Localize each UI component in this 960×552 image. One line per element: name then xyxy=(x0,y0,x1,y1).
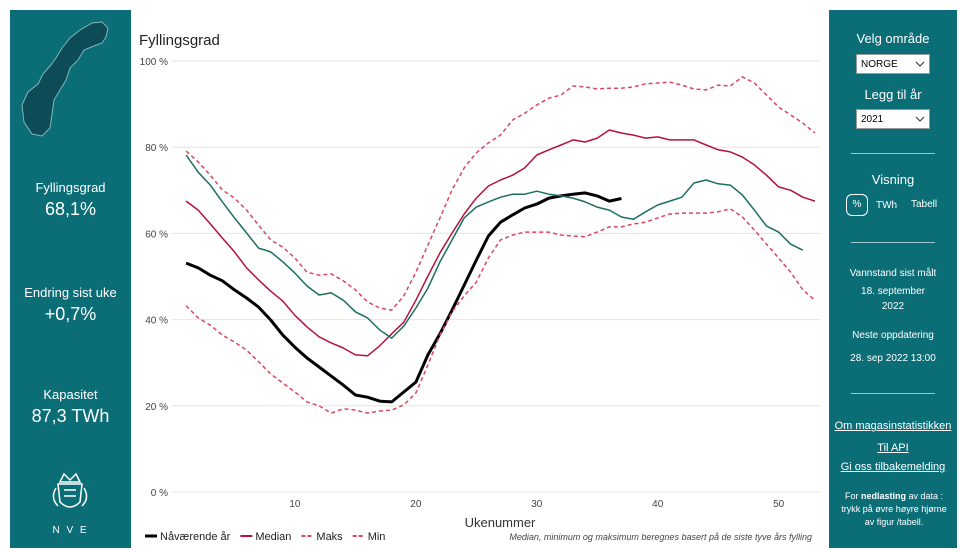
series-line xyxy=(185,208,816,414)
measured-value: 18. september 2022 xyxy=(861,286,925,312)
legend-label: Median xyxy=(255,531,291,543)
left-panel: Fyllingsgrad 68,1% Endring sist uke +0,7… xyxy=(10,10,131,548)
series-line xyxy=(185,154,804,339)
note-bold: nedlasting xyxy=(860,491,906,501)
logo-text: N V E xyxy=(52,525,89,536)
year-value: 2021 xyxy=(861,114,884,125)
link[interactable]: Om magasinstatistikken xyxy=(834,420,952,432)
stat: Endring sist uke +0,7% xyxy=(10,285,131,325)
norway-map xyxy=(21,21,109,137)
crest xyxy=(52,472,88,508)
x-tick-label: 30 xyxy=(531,499,543,510)
next-label: Neste oppdatering xyxy=(852,330,934,341)
download-note: For nedlasting av data : trykk på øvre h… xyxy=(841,490,947,529)
y-tick-label: 40 % xyxy=(145,316,168,327)
view-button[interactable]: TWh xyxy=(876,200,898,211)
x-tick-label: 50 xyxy=(773,499,785,510)
x-tick-label: 40 xyxy=(652,499,664,510)
legend-item: Maks xyxy=(301,531,343,543)
legend-label: Nåværende år xyxy=(160,531,231,543)
stat-value: +0,7% xyxy=(44,304,97,324)
separator xyxy=(851,393,935,394)
stat-value: 68,1% xyxy=(44,199,97,219)
legend-item: Nåværende år xyxy=(145,531,231,543)
chart-title: Fyllingsgrad xyxy=(139,32,220,49)
stat: Kapasitet 87,3 TWh xyxy=(10,387,131,427)
measured-label: Vannstand sist målt xyxy=(849,268,937,279)
legend-item: Min xyxy=(352,531,386,543)
view-button[interactable]: % xyxy=(846,194,868,216)
x-tick-label: 20 xyxy=(410,499,422,510)
chevron xyxy=(915,116,925,122)
view-label: Visning xyxy=(871,172,915,187)
y-tick-label: 80 % xyxy=(145,143,168,154)
legend-item: Median xyxy=(240,531,291,543)
chevron xyxy=(915,61,925,67)
legend-label: Min xyxy=(368,531,386,543)
note-text: For xyxy=(844,491,861,501)
separator xyxy=(851,242,935,243)
series-line xyxy=(185,191,622,404)
footnote: Median, minimum og maksimum beregnes bas… xyxy=(509,532,812,542)
next-value: 28. sep 2022 13:00 xyxy=(850,353,936,364)
y-tick-label: 0 % xyxy=(151,488,168,499)
separator xyxy=(851,153,935,154)
link[interactable]: Til API xyxy=(877,442,909,454)
y-tick-label: 20 % xyxy=(145,402,168,413)
x-axis-label: Ukenummer xyxy=(465,515,536,530)
area-label: Velg område xyxy=(856,31,930,46)
x-tick-label: 10 xyxy=(289,499,301,510)
area-select[interactable]: NORGE xyxy=(856,54,930,74)
right-panel: Velg område NORGE Legg til år 2021 Visni… xyxy=(829,10,957,548)
view-button[interactable]: Tabell xyxy=(911,199,938,210)
y-tick-label: 60 % xyxy=(145,229,168,240)
area-value: NORGE xyxy=(861,59,898,70)
stat-value: 87,3 TWh xyxy=(31,406,110,426)
note-text: av data : trykk på øvre høyre hjørne av … xyxy=(841,491,947,527)
year-label: Legg til år xyxy=(864,87,922,102)
y-tick-label: 100 % xyxy=(140,57,168,68)
stat-label: Fyllingsgrad xyxy=(35,180,106,195)
year-select[interactable]: 2021 xyxy=(856,109,930,129)
legend-label: Maks xyxy=(316,531,343,543)
series-line xyxy=(185,76,816,311)
stat-label: Endring sist uke xyxy=(24,285,117,300)
series-line xyxy=(185,129,816,357)
stat: Fyllingsgrad 68,1% xyxy=(10,180,131,220)
stat-label: Kapasitet xyxy=(43,387,98,402)
link[interactable]: Gi oss tilbakemelding xyxy=(840,461,946,473)
